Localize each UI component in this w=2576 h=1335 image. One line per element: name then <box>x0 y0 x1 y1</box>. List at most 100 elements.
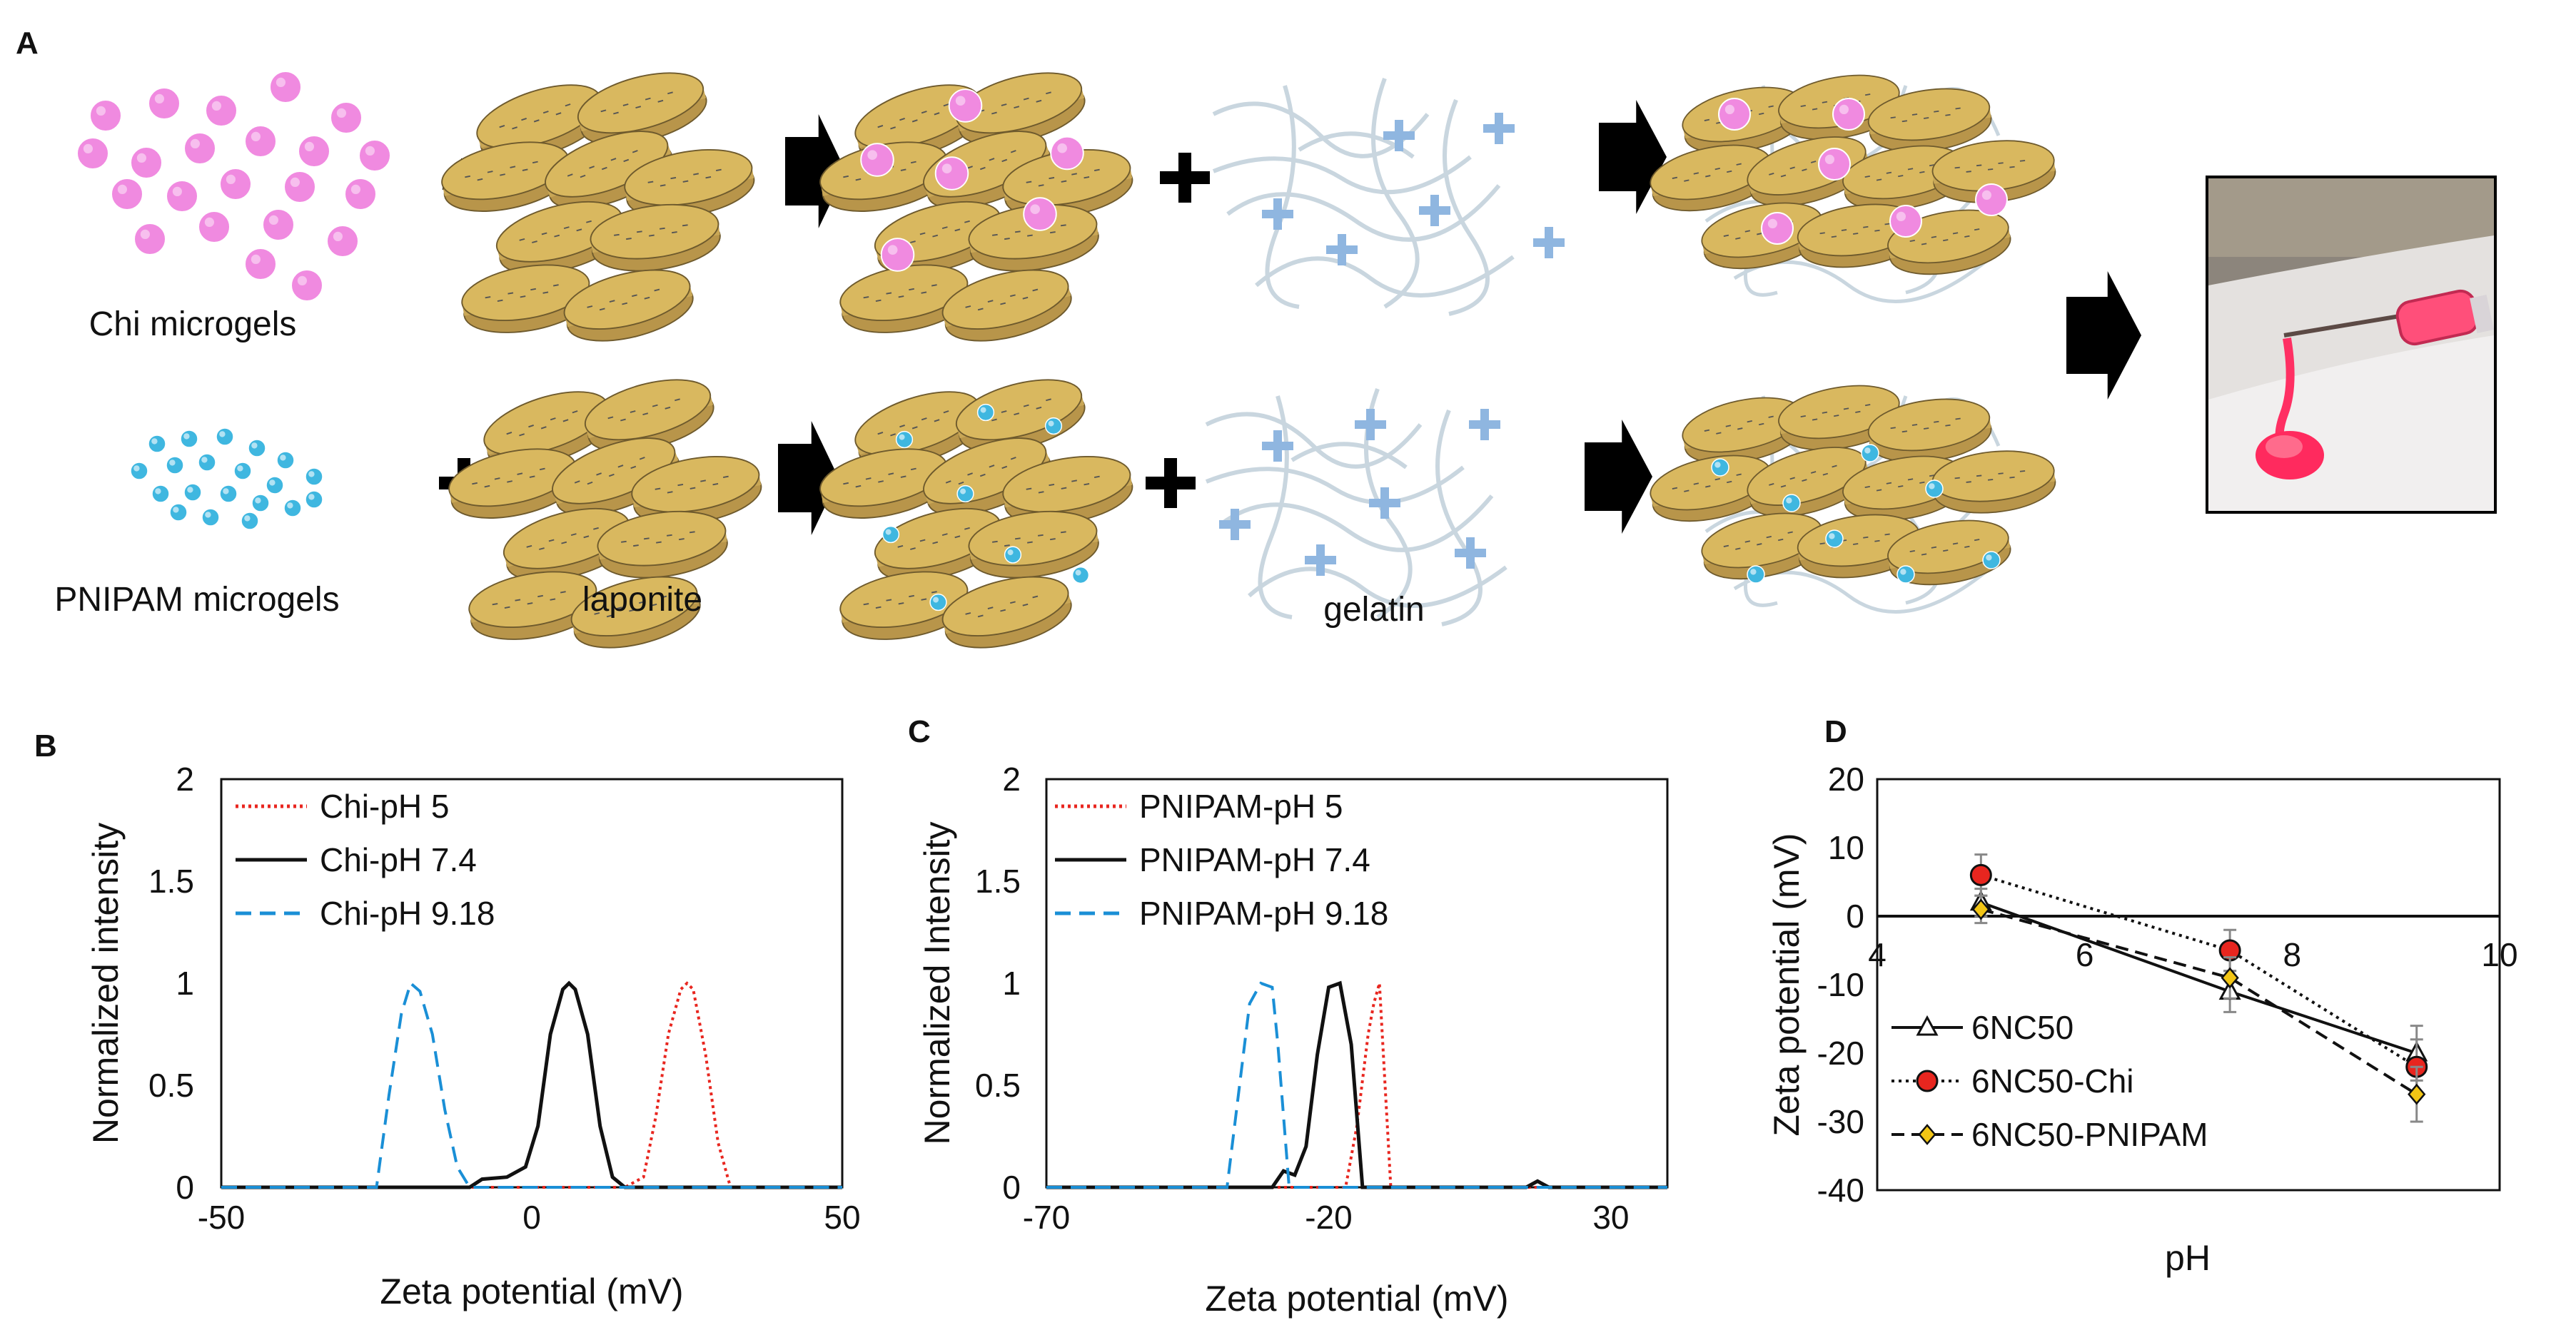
pnipam-microgel <box>1747 565 1765 584</box>
pnipam-microgel <box>216 427 234 446</box>
legend-label: Chi-pH 5 <box>320 788 450 825</box>
legend-label: PNIPAM-pH 7.4 <box>1139 841 1370 878</box>
chi-microgel <box>948 88 983 123</box>
pnipam-microgel <box>276 451 295 469</box>
series-line-2 <box>1980 908 2418 1096</box>
laponite-disc <box>441 141 572 212</box>
pnipam-microgel <box>130 462 148 480</box>
pnipam-microgel-cluster <box>130 427 323 530</box>
y-tick-label: -40 <box>1817 1172 1864 1209</box>
laponite-stack <box>819 379 1133 649</box>
legend-label: 6NC50-PNIPAM <box>1971 1116 2208 1153</box>
pnipam-microgel <box>929 593 947 611</box>
x-tick-label: -50 <box>198 1199 245 1236</box>
data-point <box>1916 1015 1939 1036</box>
laponite-disc <box>1002 455 1133 525</box>
pnipam-microgel <box>1925 479 1944 498</box>
pnipam-microgel <box>305 467 323 486</box>
chi-microgel <box>1818 148 1851 181</box>
chi-microgel <box>183 132 216 165</box>
chi-microgel <box>1889 205 1922 238</box>
pnipam-microgel <box>895 430 914 449</box>
chi-microgel <box>283 171 316 203</box>
laponite-disc <box>1931 450 2056 514</box>
schematic-panel-a: Chi microgels PNIPAM microgels laponite … <box>54 71 2497 649</box>
y-tick-label: 1.5 <box>148 863 194 900</box>
pnipam-microgel <box>151 484 170 503</box>
x-axis-label: Zeta potential (mV) <box>380 1271 683 1311</box>
series-line-2 <box>1046 981 1667 1189</box>
pnipam-microgel <box>1825 529 1844 548</box>
pnipam-microgel <box>976 403 995 422</box>
chi-microgel <box>244 248 277 280</box>
panel-letter-d: D <box>1824 714 1847 749</box>
plot-frame <box>1876 778 2501 1192</box>
laponite-disc <box>597 510 728 579</box>
chi-microgel <box>291 269 323 302</box>
plus-charge-icon <box>1369 487 1400 519</box>
laponite-disc <box>968 203 1099 272</box>
laponite-disc <box>1650 455 1774 522</box>
chi-microgel <box>219 168 252 200</box>
x-tick-label: 10 <box>2481 936 2517 973</box>
laponite-disc <box>1682 397 1806 465</box>
legend-label: PNIPAM-pH 5 <box>1139 788 1343 825</box>
plus-charge-icon <box>1262 198 1293 230</box>
laponite-disc <box>584 379 714 452</box>
laponite-disc <box>502 507 633 582</box>
laponite-disc <box>1887 519 2011 586</box>
laponite-disc <box>590 203 721 272</box>
syringe-icon <box>2283 289 2494 346</box>
chi-microgel <box>358 139 391 172</box>
pnipam-microgels-label: PNIPAM microgels <box>54 581 339 619</box>
laponite-disc <box>1867 398 1992 463</box>
plus-charge-icon <box>1469 409 1500 440</box>
chi-microgel <box>111 178 143 210</box>
laponite-disc <box>941 269 1072 342</box>
pnipam-microgel <box>882 525 900 544</box>
x-tick-label: -70 <box>1023 1199 1070 1236</box>
pnipam-microgel <box>1861 444 1879 462</box>
laponite-disc <box>461 264 592 333</box>
pnipam-microgel <box>956 484 974 503</box>
laponite-disc <box>577 72 707 146</box>
legend-label: PNIPAM-pH 9.18 <box>1139 895 1388 932</box>
pnipam-microgel <box>169 503 188 522</box>
x-tick-label: 30 <box>1592 1199 1629 1236</box>
laponite-disc <box>839 264 971 333</box>
pnipam-microgel <box>248 439 266 457</box>
y-tick-label: 1.5 <box>975 863 1021 900</box>
data-point <box>2408 1083 2426 1105</box>
laponite-disc <box>839 571 971 640</box>
data-point <box>1969 863 1992 886</box>
pnipam-microgel <box>183 483 202 502</box>
x-tick-label: 4 <box>1868 936 1886 973</box>
laponite-disc <box>941 576 1072 649</box>
laponite-disc <box>468 571 600 640</box>
laponite-disc <box>448 448 579 519</box>
process-arrow-icon <box>1599 100 1667 214</box>
panel-letter-a: A <box>16 26 39 61</box>
y-tick-label: 0.5 <box>975 1067 1021 1104</box>
plot-frame <box>220 778 844 1189</box>
chi-microgel <box>934 156 969 191</box>
y-tick-label: 10 <box>1828 829 1864 866</box>
series-line-2 <box>221 980 842 1189</box>
chi-microgel <box>1975 183 2008 216</box>
x-axis-label: Zeta potential (mV) <box>1205 1279 1508 1319</box>
plus-charge-icon <box>1455 537 1486 569</box>
pnipam-microgel <box>1782 494 1801 512</box>
x-axis-label: pH <box>2165 1238 2211 1278</box>
laponite-disc <box>624 148 755 218</box>
laponite-disc <box>1931 140 2056 203</box>
series-line-1 <box>1046 980 1667 1189</box>
pnipam-microgel <box>1711 458 1729 477</box>
chi-microgel <box>89 99 122 132</box>
series-line-0 <box>221 981 842 1189</box>
chi-microgel <box>1832 98 1865 131</box>
legend-label: Chi-pH 9.18 <box>320 895 495 932</box>
x-tick-label: 0 <box>522 1199 541 1236</box>
gelatin-network <box>1205 387 1507 626</box>
